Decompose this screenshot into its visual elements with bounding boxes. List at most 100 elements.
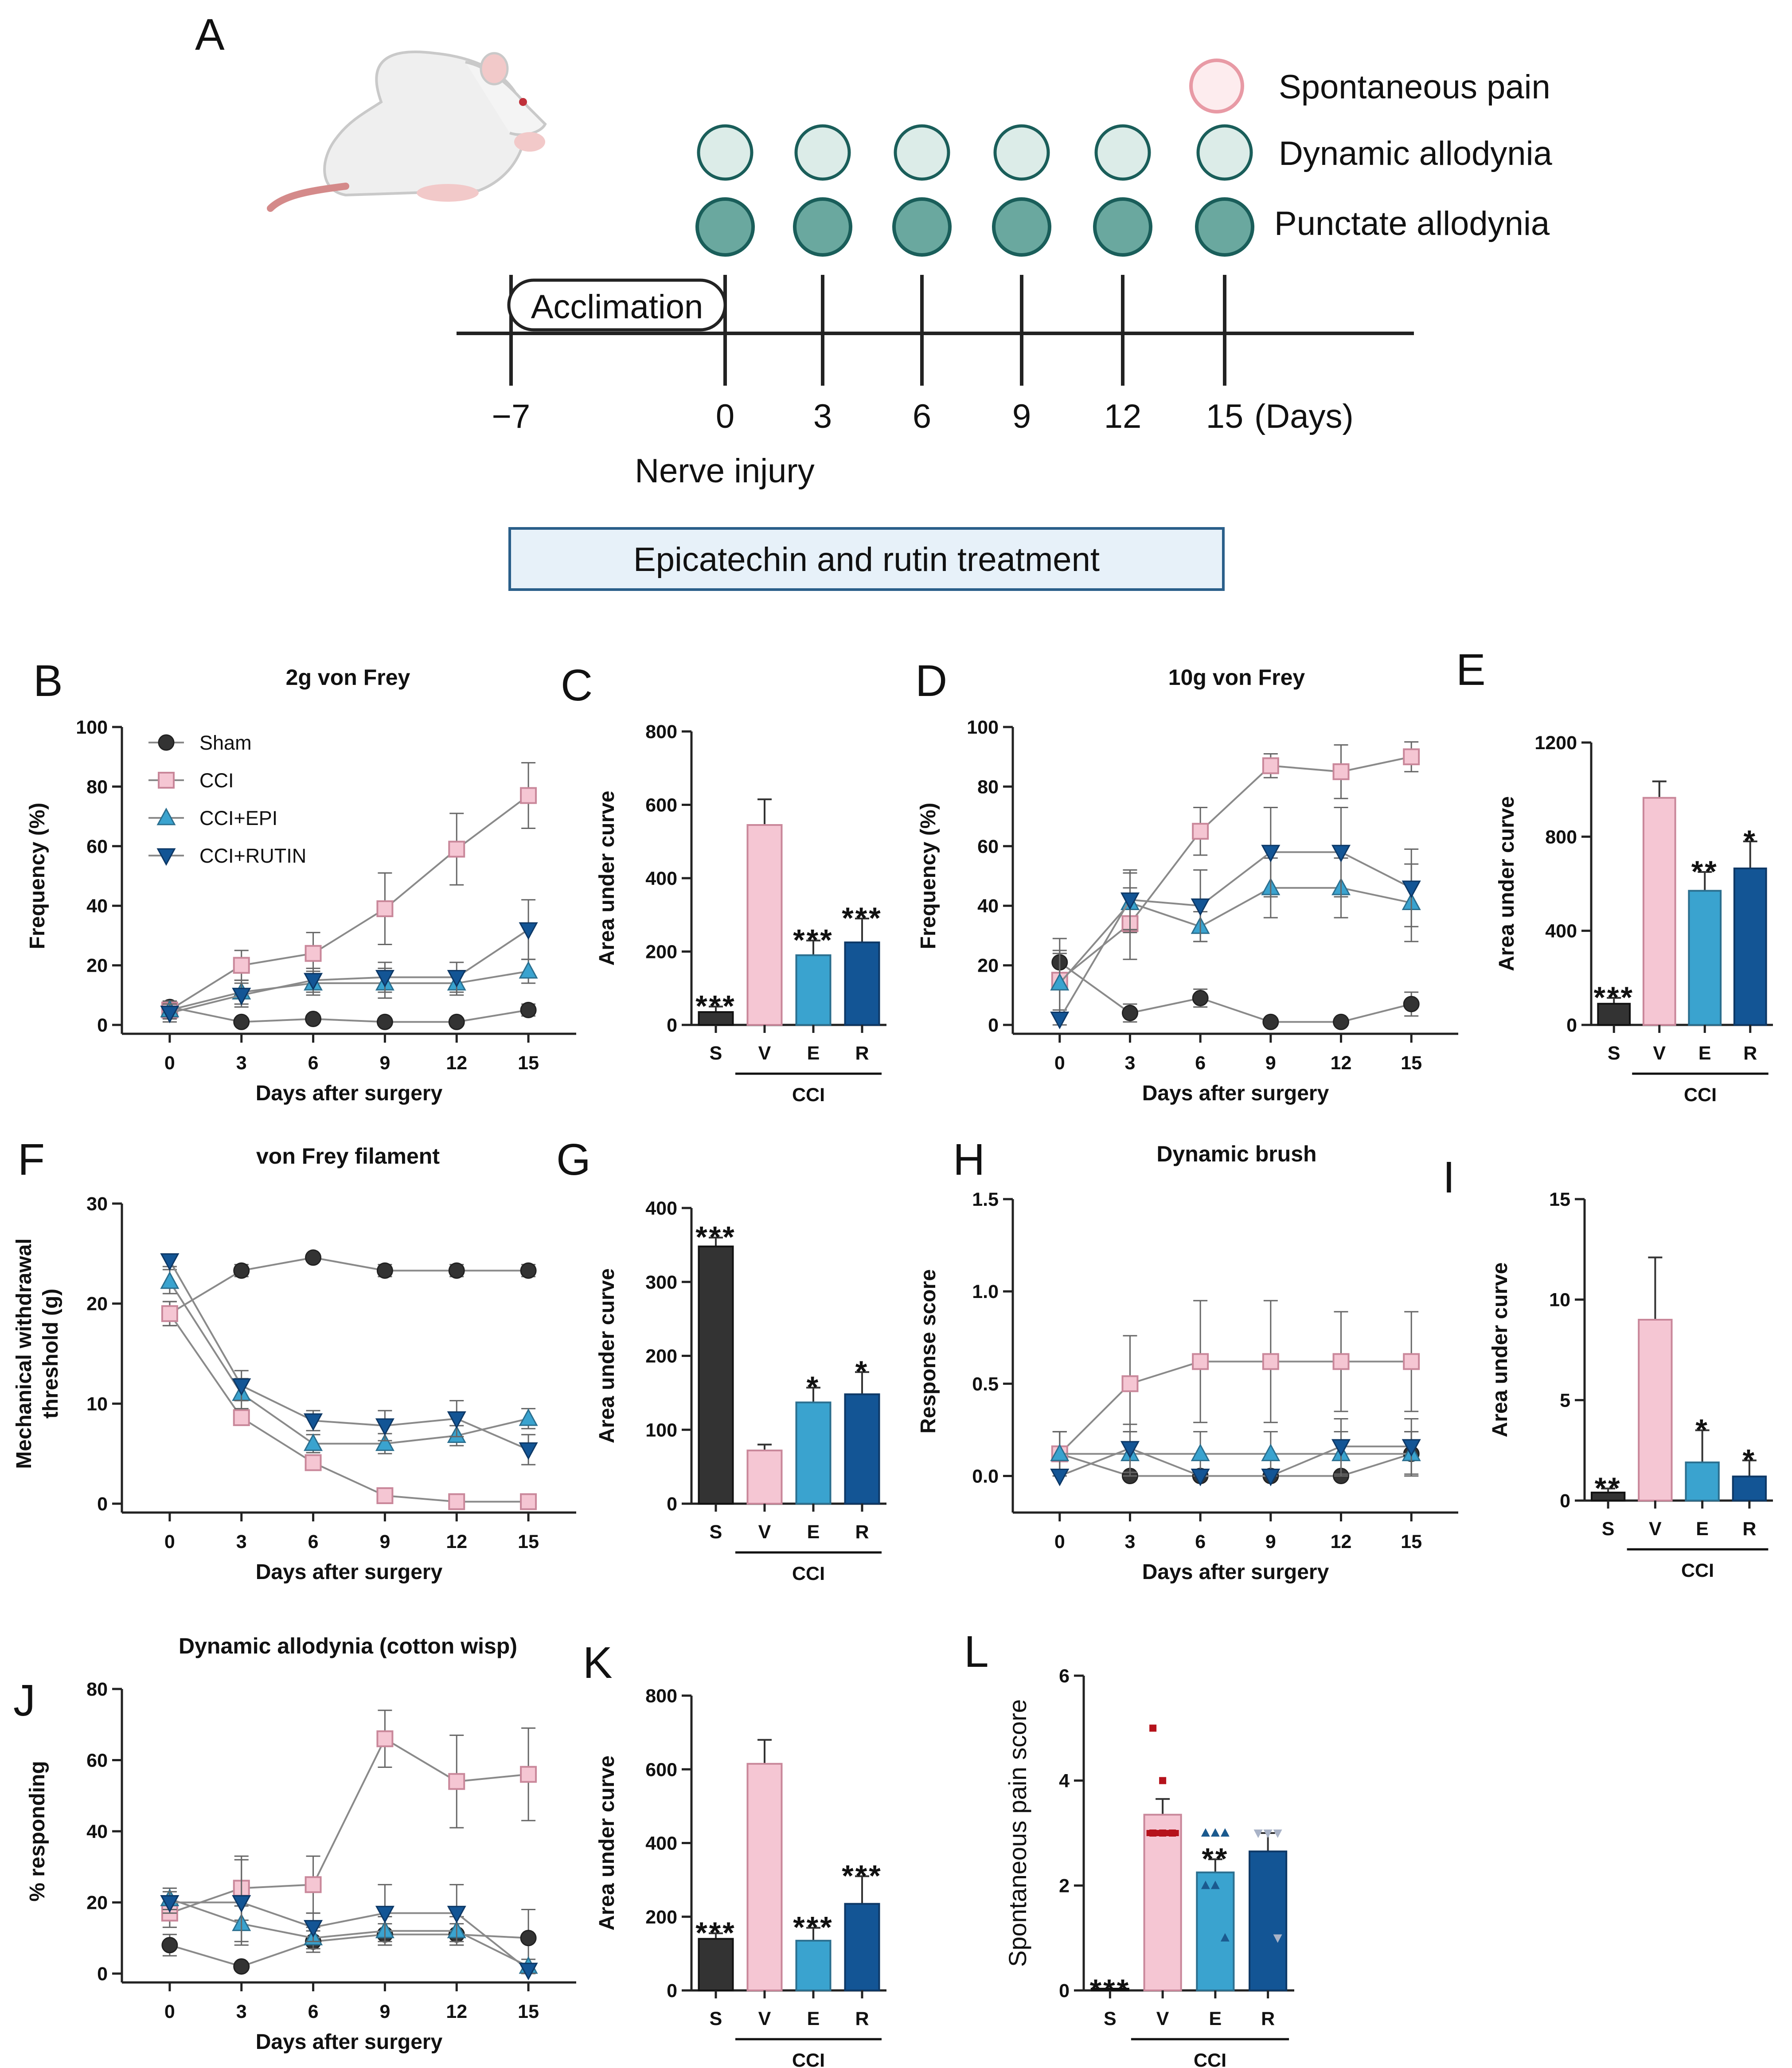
timeline-day-label: 9: [1012, 398, 1031, 435]
x-tick-label: S: [1104, 2008, 1117, 2029]
data-point-sham: [1403, 996, 1420, 1012]
panel-h-y-axis-title: Response score: [917, 1269, 940, 1434]
data-point-cci-rutin: [447, 1906, 466, 1923]
data-point-sham: [1192, 990, 1209, 1007]
timeline-day-label: 3: [813, 398, 832, 435]
x-tick-label: V: [1649, 1518, 1662, 1540]
series-cci-epi: [160, 958, 538, 1020]
data-point-cci: [233, 1409, 250, 1426]
x-tick-label: S: [710, 2008, 722, 2029]
data-point-sham: [305, 1249, 322, 1266]
y-tick-label: 10: [86, 1393, 108, 1415]
panel-g-label: G: [556, 1135, 591, 1185]
bar-e: [795, 954, 832, 1026]
y-tick-label: 40: [86, 1821, 108, 1842]
y-tick-label: 2: [1059, 1875, 1070, 1896]
y-tick-label: 20: [977, 955, 999, 977]
significance-stars: ***: [793, 923, 833, 957]
timeline-days-unit: (Days): [1254, 398, 1354, 435]
x-tick-label: E: [1696, 1518, 1709, 1540]
data-point-cci-epi: [1191, 1443, 1210, 1462]
panel-h-title: Dynamic brush: [1156, 1142, 1316, 1166]
x-tick-label: 3: [236, 1052, 247, 1074]
bar-s: [698, 1245, 734, 1505]
timeline-ticks: −7 0 3 6 9 12 15 (Days): [492, 275, 1354, 435]
data-point-cci: [233, 957, 250, 974]
bar-v: [1143, 1814, 1182, 1991]
y-tick-label: 40: [977, 895, 999, 917]
data-point-cci-epi: [519, 961, 538, 979]
data-point-cci: [1403, 1353, 1420, 1370]
data-point-cci-rutin: [519, 1442, 538, 1460]
legend-marker-cci-epi: [156, 807, 176, 825]
punctate-allodynia-marker: [892, 197, 952, 257]
x-tick-label: 0: [164, 1531, 175, 1552]
data-point-sham: [520, 1262, 537, 1279]
x-tick-label: V: [758, 1521, 771, 1543]
individual-point: [1273, 1934, 1282, 1943]
legend-punctate-allodynia: Punctate allodynia: [1274, 205, 1550, 242]
data-point-sham: [376, 1262, 393, 1279]
panel-h-x-axis-title: Days after surgery: [1142, 1560, 1329, 1584]
timeline-day-label: 12: [1104, 398, 1142, 435]
data-point-cci: [1403, 748, 1420, 766]
series-line-cci-rutin: [169, 1260, 529, 1450]
data-point-cci: [1121, 1375, 1139, 1392]
y-tick-label: 60: [86, 836, 108, 857]
y-tick-label: 200: [645, 1346, 677, 1367]
data-point-cci-epi: [1050, 1443, 1070, 1462]
panel-b-y-axis-title: Frequency (%): [26, 803, 49, 950]
data-point-cci: [376, 1730, 394, 1747]
panel-f-y-axis-title: Mechanical withdrawal: [12, 1238, 36, 1469]
x-tick-label: 15: [518, 2001, 539, 2022]
data-point-sham: [305, 1011, 322, 1028]
data-point-cci: [1332, 1353, 1350, 1370]
dynamic-allodynia-marker: [1094, 124, 1151, 181]
data-point-sham: [233, 1262, 250, 1279]
series-sham: [161, 999, 537, 1030]
data-point-cci-rutin: [1261, 844, 1281, 863]
y-tick-label: 80: [977, 776, 999, 797]
panel-c-label: C: [561, 661, 593, 710]
x-tick-label: R: [855, 1521, 869, 1543]
data-point-cci-rutin: [1120, 1441, 1140, 1459]
x-tick-label: S: [1608, 1043, 1620, 1064]
data-point-cci-epi: [1050, 973, 1070, 991]
y-tick-label: 1.5: [972, 1189, 999, 1210]
individual-point: [1201, 1880, 1210, 1889]
data-point-cci: [520, 1493, 537, 1510]
x-tick-label: 9: [379, 1531, 390, 1552]
bar-v: [1638, 1319, 1673, 1501]
panel-l-y-axis-title: Spontaneous pain score: [1003, 1699, 1031, 1967]
series-cci-rutin: [160, 1859, 538, 1981]
y-tick-label: 400: [1545, 921, 1577, 942]
series-line-cci-epi: [169, 1281, 529, 1445]
panel-g: G 0 100 200 300 400 Area under curve S *** V E * R * C…: [556, 1135, 886, 1584]
data-point-sham: [520, 1001, 537, 1018]
data-point-sham: [161, 1937, 178, 1954]
x-tick-label: S: [1602, 1518, 1615, 1540]
data-point-cci-rutin: [160, 1895, 180, 1913]
data-point-cci-rutin: [375, 1418, 394, 1436]
y-tick-label: 0: [97, 1963, 108, 1985]
panel-i: I 0 5 10 15 Area under curve S ** V E * R * CCI: [1443, 1153, 1773, 1581]
data-point-cci: [448, 1773, 465, 1790]
data-point-cci: [520, 787, 537, 804]
y-tick-label: 800: [645, 721, 677, 743]
timeline-day-label: 15: [1206, 398, 1244, 435]
panel-l: L 0 2 4 6 Spontaneous pain score S*** V E ** R CCI: [964, 1627, 1294, 2068]
bar-v: [746, 1763, 783, 1991]
panel-f-title: von Frey filament: [256, 1144, 440, 1169]
x-tick-label: V: [758, 1043, 771, 1064]
bar-r: [1733, 867, 1767, 1026]
dynamic-allodynia-marker: [894, 124, 950, 181]
legend-label-cci: CCI: [199, 769, 234, 792]
data-point-cci-rutin: [1261, 1469, 1281, 1486]
panel-j-y-axis-title: % responding: [26, 1761, 49, 1901]
timeline-day-label: 0: [716, 398, 734, 435]
bar-e: [1688, 890, 1722, 1026]
series-cci-epi: [160, 1269, 538, 1454]
y-tick-label: 0: [988, 1015, 999, 1036]
